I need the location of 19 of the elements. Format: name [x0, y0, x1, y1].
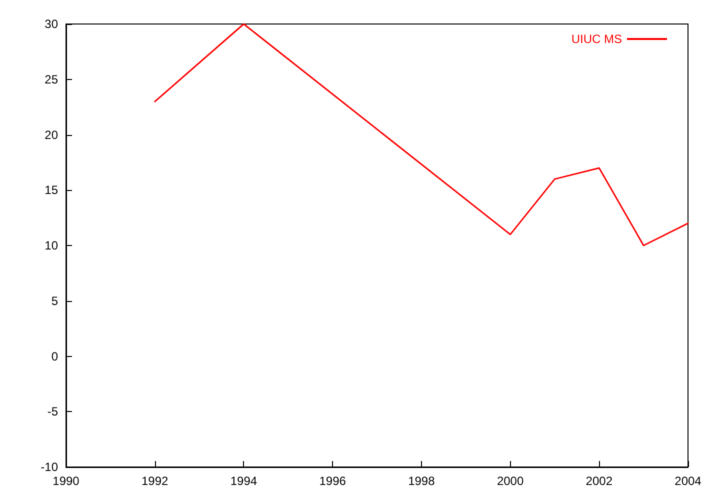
y-tick-label: 20: [44, 128, 58, 142]
x-tick-label: 1992: [142, 474, 169, 488]
y-tick-label: -5: [47, 404, 58, 419]
x-tick-label: 2004: [674, 474, 702, 488]
x-tick-label: 1994: [230, 474, 258, 488]
y-tick-label: 15: [44, 183, 58, 198]
y-tick-label: 5: [51, 294, 58, 308]
x-tick-label: 1998: [408, 474, 436, 488]
x-tick-label: 1996: [319, 474, 346, 488]
line-series: [154, 23, 689, 246]
y-tick-label: 10: [44, 238, 58, 252]
y-tick-label: 25: [44, 72, 58, 86]
x-tick-label: 2002: [586, 474, 613, 488]
legend-label: UIUC MS: [571, 32, 622, 46]
y-tick-label: 30: [44, 17, 58, 31]
y-tick-label: 0: [51, 349, 58, 364]
x-tick-label: 2000: [496, 474, 524, 488]
y-tick-label: -10: [40, 460, 58, 474]
x-tick-label: 1990: [52, 474, 80, 488]
